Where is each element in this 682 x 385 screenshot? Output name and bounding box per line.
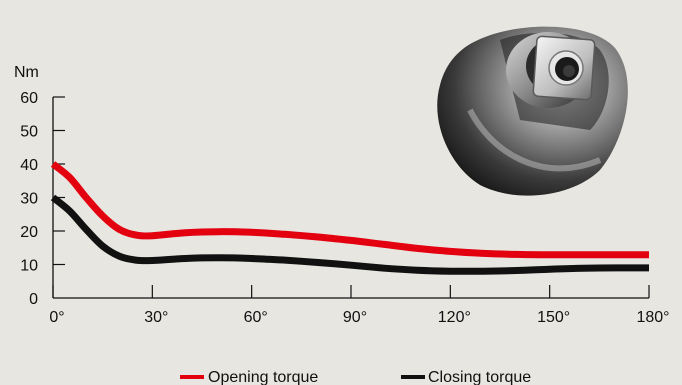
x-tick-label: 90°: [343, 309, 367, 326]
closing-torque-line: [50, 194, 650, 275]
y-tick-label: 30: [20, 191, 38, 208]
y-tick-label: 0: [29, 291, 38, 308]
legend-label-closing: Closing torque: [428, 369, 531, 385]
y-tick-label: 20: [20, 224, 38, 241]
y-tick-label: 50: [20, 124, 38, 141]
opening-torque-line: [50, 161, 650, 259]
legend: Opening torque Closing torque: [180, 369, 531, 385]
x-tick-label: 120°: [438, 309, 471, 326]
y-tick-label: 40: [20, 157, 38, 174]
y-ticks: 0 10 20 30 40 50 60: [20, 90, 65, 308]
valve-shaft-coupling-photo: [437, 26, 628, 196]
y-tick-label: 60: [20, 90, 38, 107]
legend-label-opening: Opening torque: [208, 369, 318, 385]
x-ticks: 0° 30° 60° 90° 120° 150° 180°: [49, 285, 670, 326]
series-group: [50, 161, 650, 275]
x-tick-label: 60°: [244, 309, 268, 326]
y-axis-unit-label: Nm: [14, 64, 39, 81]
x-tick-label: 150°: [537, 309, 570, 326]
x-tick-label: 0°: [49, 309, 64, 326]
x-tick-label: 30°: [144, 309, 168, 326]
x-tick-label: 180°: [636, 309, 669, 326]
y-tick-label: 10: [20, 258, 38, 275]
